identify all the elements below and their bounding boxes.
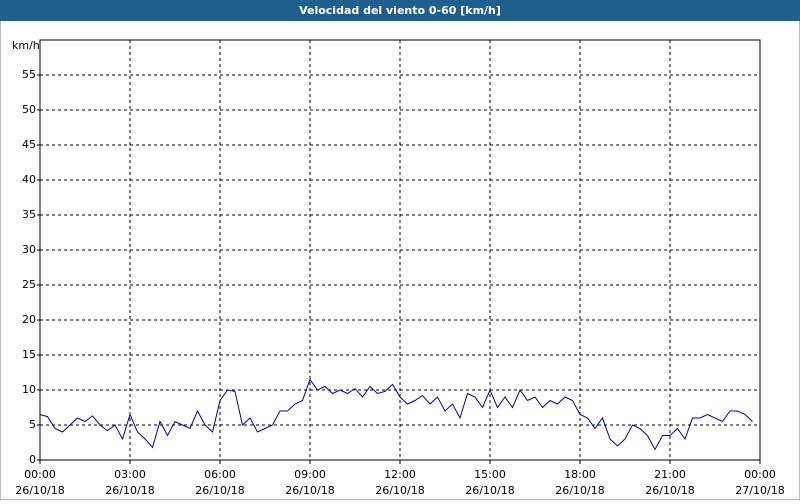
x-tick-label: 12:00 (384, 468, 416, 481)
y-tick-label: 55 (22, 68, 36, 81)
y-tick-label: 10 (22, 383, 36, 396)
title-bar (0, 0, 800, 21)
data-line (39, 378, 753, 451)
y-tick-label: 15 (22, 348, 36, 361)
x-tick-date: 26/10/18 (465, 484, 514, 497)
y-tick-label: 5 (29, 418, 36, 431)
x-tick-label: 03:00 (114, 468, 146, 481)
x-tick-label: 09:00 (294, 468, 326, 481)
x-tick-label: 00:00 (744, 468, 776, 481)
y-axis-label: km/h (12, 39, 40, 52)
x-tick-date: 26/10/18 (375, 484, 424, 497)
y-tick-label: 20 (22, 313, 36, 326)
y-tick-label: 0 (29, 453, 36, 466)
y-tick-label: 25 (22, 278, 36, 291)
y-tick-label: 40 (22, 173, 36, 186)
x-tick-date: 26/10/18 (645, 484, 694, 497)
y-tick-label: 35 (22, 208, 36, 221)
x-tick-label: 00:00 (24, 468, 56, 481)
plot-border (39, 39, 761, 461)
x-tick-date: 26/10/18 (15, 484, 64, 497)
x-tick-label: 18:00 (564, 468, 596, 481)
x-tick-label: 15:00 (474, 468, 506, 481)
x-tick-date: 26/10/18 (105, 484, 154, 497)
y-tick-label: 30 (22, 243, 36, 256)
chart-title: Velocidad del viento 0-60 [km/h] (299, 4, 501, 17)
x-tick-date: 26/10/18 (195, 484, 244, 497)
y-tick-label: 50 (22, 103, 36, 116)
x-tick-label: 06:00 (204, 468, 236, 481)
x-tick-date: 26/10/18 (555, 484, 604, 497)
y-tick-label: 45 (22, 138, 36, 151)
x-tick-date: 26/10/18 (285, 484, 334, 497)
x-tick-label: 21:00 (654, 468, 686, 481)
x-tick-date: 27/10/18 (735, 484, 784, 497)
